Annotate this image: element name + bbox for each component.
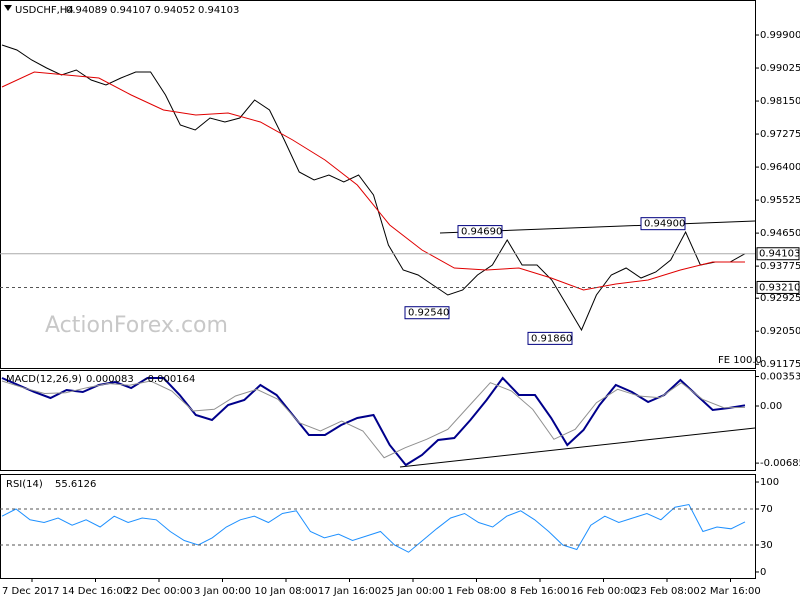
y-tick-label: 100: [760, 477, 779, 488]
frames: [0, 0, 756, 579]
annotation-label: 0.94690: [461, 227, 502, 238]
annotation-label: 0.91860: [531, 333, 572, 344]
y-tick-label: 0.99025: [760, 63, 800, 74]
watermark: ActionForex.com: [45, 313, 228, 338]
y-tick-label: 0.93775: [760, 261, 800, 272]
ohlc-value: 0.94107: [110, 5, 151, 16]
x-tick-label: 8 Feb 16:00: [510, 586, 569, 597]
annotation-box: [404, 306, 450, 320]
readout: 55.6126: [55, 479, 96, 490]
x-tick-label: 17 Jan 16:00: [318, 586, 381, 597]
macd-frame: [0, 370, 756, 471]
x-tick-label: 22 Dec 00:00: [125, 586, 192, 597]
menu-arrow: [4, 5, 12, 11]
x-tick-label: 7 Dec 2017: [2, 586, 60, 597]
annotation-box: [640, 217, 686, 231]
ohlc-value: 0.94089: [66, 5, 107, 16]
series-line: [1, 44, 746, 332]
x-tick-label: 3 Jan 00:00: [194, 586, 251, 597]
y-tick-label: 0.99900: [760, 30, 800, 41]
y-tick-label: 70: [760, 504, 773, 515]
annotation-box: [457, 225, 503, 239]
y-tick-label: 0.00: [760, 401, 782, 412]
panel-title: RSI(14): [6, 479, 43, 490]
y-tick-label: 0.97275: [760, 129, 800, 140]
y-tick-label: 0.91175: [760, 359, 800, 370]
y-tick-label: 0.96400: [760, 162, 800, 173]
y-tick-label: 30: [760, 540, 773, 551]
y-tick-label: 0.003538: [760, 372, 800, 383]
annotation-box: [527, 331, 573, 345]
annotation-label: 0.94900: [644, 219, 685, 230]
readout: -0.000164: [144, 374, 195, 385]
x-tick-label: 1 Feb 08:00: [447, 586, 506, 597]
series-line: [1, 71, 745, 291]
y-tick-label: 0.94650: [760, 228, 800, 239]
price-frame: [0, 0, 756, 369]
readout: 0.000083: [86, 374, 134, 385]
series-line: [1, 380, 746, 459]
level-label: 0.94103: [759, 249, 800, 260]
x-tick-label: 14 Dec 16:00: [62, 586, 129, 597]
rsi-frame: [0, 474, 756, 579]
series-line: [1, 503, 746, 553]
x-tick-label: 10 Jan 08:00: [254, 586, 317, 597]
y-tick-label: 0.92925: [760, 293, 800, 304]
chart-title: USDCHF,H4: [15, 5, 74, 16]
panel-title: MACD(12,26,9): [6, 374, 82, 385]
series-line: [1, 376, 746, 467]
y-tick-label: 0.95525: [760, 195, 800, 206]
ohlc-value: 0.94052: [154, 5, 195, 16]
ohlc-value: 0.94103: [198, 5, 239, 16]
y-tick-label: -0.006853: [760, 458, 800, 469]
level-tag: [756, 247, 800, 261]
y-tick-label: 0: [760, 567, 766, 578]
annotation-label: 0.92540: [408, 308, 449, 319]
macd-trend-line: [399, 427, 756, 468]
note: FE 100.0: [718, 355, 762, 366]
x-tick-label: 23 Feb 08:00: [634, 586, 700, 597]
y-tick-label: 0.92050: [760, 326, 800, 337]
x-tick-label: 2 Mar 16:00: [700, 586, 760, 597]
x-tick-label: 16 Feb 00:00: [571, 586, 637, 597]
y-tick-label: 0.98150: [760, 96, 800, 107]
level-label: 0.93210: [759, 282, 800, 293]
x-tick-label: 25 Jan 00:00: [381, 586, 444, 597]
level-tag: [756, 280, 800, 294]
